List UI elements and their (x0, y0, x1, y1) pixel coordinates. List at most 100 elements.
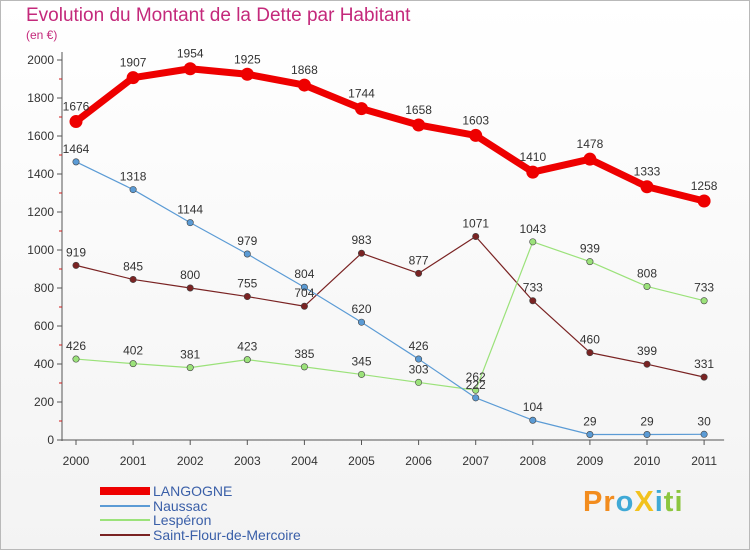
data-point (129, 360, 137, 368)
chart-title: Evolution du Montant de la Dette par Hab… (26, 5, 411, 26)
data-label: 460 (580, 333, 600, 347)
data-label: 1410 (519, 150, 546, 164)
data-point (415, 269, 423, 277)
data-point (697, 194, 711, 208)
data-label: 399 (637, 344, 657, 358)
data-label: 262 (466, 370, 486, 384)
logo-letter: i (654, 486, 664, 518)
data-point (472, 386, 480, 394)
data-point (640, 180, 654, 194)
data-label: 303 (409, 362, 429, 376)
legend-item: LANGOGNE (100, 484, 301, 499)
y-tick-label: 1800 (27, 91, 54, 105)
data-point (72, 261, 80, 269)
data-label: 800 (180, 268, 200, 282)
legend-label: Saint-Flour-de-Mercoire (153, 526, 301, 543)
x-tick-label: 2009 (577, 454, 604, 468)
data-label: 1658 (405, 103, 432, 117)
x-tick-label: 2001 (120, 454, 147, 468)
data-point (243, 250, 251, 258)
data-label: 345 (351, 354, 371, 368)
legend-item: Lespéron (100, 513, 301, 528)
data-point (529, 416, 537, 424)
x-tick-label: 2010 (634, 454, 661, 468)
data-label: 30 (697, 414, 711, 428)
data-label: 1954 (177, 47, 204, 61)
legend: LANGOGNE Naussac Lespéron Saint-Flour-de-Me… (100, 484, 301, 542)
data-label: 939 (580, 242, 600, 256)
data-label: 919 (66, 245, 86, 259)
data-label: 733 (523, 281, 543, 295)
data-label: 1318 (120, 170, 147, 184)
data-point (355, 102, 368, 116)
logo-letter: t (663, 486, 675, 518)
x-tick-label: 2005 (348, 454, 375, 468)
data-label: 1258 (691, 179, 718, 193)
y-tick-label: 200 (34, 395, 54, 409)
data-point (300, 363, 308, 371)
data-label: 808 (637, 266, 657, 280)
data-point (126, 71, 140, 85)
data-point (469, 128, 483, 142)
series-line-0 (73, 65, 705, 205)
y-tick-label: 600 (34, 319, 54, 333)
data-label: 402 (123, 344, 143, 358)
data-point (72, 158, 80, 166)
data-point (357, 370, 365, 378)
legend-label: Lespéron (153, 512, 212, 528)
legend-swatch (100, 533, 150, 536)
data-label: 381 (180, 348, 200, 362)
data-point (700, 373, 708, 381)
data-label: 1464 (63, 142, 90, 156)
data-label: 1603 (462, 113, 489, 127)
data-point (186, 364, 194, 372)
data-label: 1925 (234, 52, 261, 66)
data-point (300, 283, 308, 291)
logo-letter: r (603, 486, 616, 518)
legend-label: Naussac (153, 497, 208, 514)
legend-swatch (100, 504, 150, 507)
legend-swatch (100, 519, 150, 522)
data-label: 1676 (63, 100, 90, 114)
proxiti-logo: ProXiti (583, 486, 684, 519)
data-point (129, 275, 137, 283)
x-tick-label: 2002 (177, 454, 204, 468)
logo-letter: i (674, 486, 684, 518)
y-tick-label: 1600 (27, 129, 54, 143)
data-label: 1043 (519, 222, 546, 236)
data-point (357, 249, 365, 257)
data-label: 983 (351, 233, 371, 247)
data-point (357, 318, 365, 326)
logo-letter: P (583, 486, 604, 518)
data-point (583, 152, 597, 166)
data-point (72, 355, 80, 363)
series-line-2 (75, 241, 705, 391)
data-point (240, 67, 254, 81)
legend-label: LANGOGNE (153, 483, 233, 499)
x-tick-label: 2004 (291, 454, 318, 468)
data-label: 29 (640, 414, 654, 428)
data-point (69, 115, 83, 129)
data-label: 426 (66, 339, 86, 353)
data-label: 1907 (120, 56, 147, 70)
y-tick-label: 2000 (27, 53, 54, 67)
data-point (472, 233, 480, 241)
data-point (129, 186, 137, 194)
data-label: 1071 (462, 217, 489, 231)
data-label: 426 (409, 339, 429, 353)
x-tick-label: 2011 (691, 454, 717, 468)
data-point (643, 360, 651, 368)
legend-item: Naussac (100, 497, 301, 514)
data-point (700, 430, 708, 438)
y-tick-label: 1400 (27, 167, 54, 181)
data-point (586, 258, 594, 266)
data-point (526, 165, 540, 179)
data-point (186, 284, 194, 292)
data-point (300, 302, 308, 310)
data-label: 1144 (177, 203, 203, 217)
data-label: 845 (123, 259, 143, 273)
data-point (586, 430, 594, 438)
x-tick-label: 2000 (63, 454, 90, 468)
data-point (415, 355, 423, 363)
